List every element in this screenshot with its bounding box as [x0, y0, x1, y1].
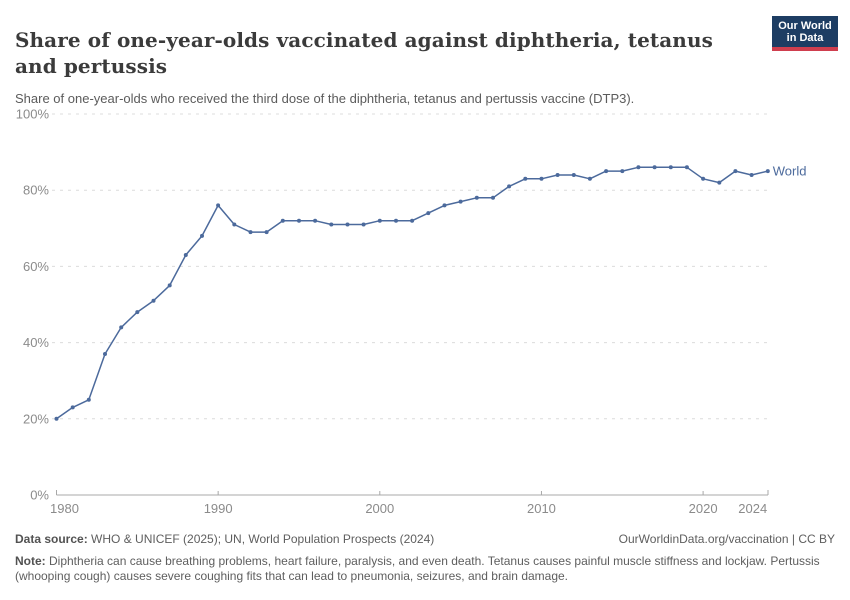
- data-point-2009: [523, 176, 528, 181]
- data-point-1987: [167, 283, 172, 288]
- data-point-2020: [701, 176, 706, 181]
- data-point-1986: [151, 298, 156, 303]
- data-point-2002: [410, 218, 415, 223]
- y-tick-label-20: 20%: [23, 411, 49, 426]
- data-point-1982: [86, 397, 91, 402]
- data-point-2000: [377, 218, 382, 223]
- x-tick-label-2000: 2000: [365, 501, 394, 516]
- x-tick-label-2010: 2010: [527, 501, 556, 516]
- x-tick-label-2024: 2024: [738, 501, 767, 516]
- chart-svg: 0% 20% 40% 60% 80% 100% 1980 1990 2000 2010 2020 20…: [16, 107, 807, 517]
- data-point-1984: [119, 325, 124, 330]
- data-point-1983: [103, 352, 107, 356]
- data-point-1989: [200, 233, 204, 238]
- data-point-1988: [183, 253, 188, 257]
- chart-title: Share of one-year-olds vaccinated agains…: [15, 28, 713, 79]
- owid-logo[interactable]: Our World in Data: [772, 16, 838, 51]
- data-point-1999: [361, 222, 366, 227]
- data-point-1995: [297, 218, 301, 223]
- data-point-1991: [232, 222, 237, 227]
- data-point-2016: [636, 165, 641, 170]
- data-point-1996: [313, 218, 318, 223]
- data-point-2001: [394, 218, 398, 223]
- data-point-2019: [684, 165, 689, 170]
- data-point-1990: [216, 203, 221, 208]
- data-point-2004: [442, 203, 447, 208]
- series-label-world: World: [773, 164, 807, 179]
- y-tick-label-60: 60%: [23, 259, 49, 274]
- data-point-2003: [426, 211, 431, 216]
- data-point-1998: [345, 222, 350, 227]
- data-point-1992: [248, 230, 253, 235]
- data-point-2007: [491, 195, 495, 200]
- data-point-2023: [749, 173, 754, 177]
- data-point-1985: [135, 310, 140, 315]
- note-label: Note:: [15, 553, 46, 568]
- data-point-2005: [458, 199, 463, 204]
- data-point-2012: [571, 173, 576, 177]
- data-point-2024: [765, 169, 770, 174]
- data-point-2017: [652, 165, 657, 170]
- owid-logo-text-line2: in Data: [786, 32, 824, 44]
- chart-area: 0% 20% 40% 60% 80% 100% 1980 1990 2000 2010 2020 20…: [0, 100, 850, 520]
- data-point-2010: [539, 176, 544, 181]
- x-tick-label-1980: 1980: [50, 501, 79, 516]
- data-point-1997: [329, 222, 334, 227]
- owid-logo-text-line1: Our World: [778, 20, 832, 32]
- y-tick-label-80: 80%: [23, 183, 49, 198]
- data-source-label: Data source:: [15, 532, 88, 546]
- data-point-2018: [668, 165, 673, 170]
- data-point-2008: [507, 184, 512, 189]
- data-point-2011: [555, 173, 560, 177]
- y-tick-label-100: 100%: [16, 107, 50, 122]
- data-point-1981: [70, 405, 75, 410]
- y-tick-label-0: 0%: [30, 488, 49, 503]
- y-tick-label-40: 40%: [23, 335, 49, 350]
- x-tick-label-1990: 1990: [204, 501, 233, 516]
- chart-footer: Data source: WHO & UNICEF (2025); UN, Wo…: [15, 532, 835, 585]
- data-point-2014: [604, 169, 609, 174]
- chart-subtitle: Share of one-year-olds who received the …: [15, 91, 635, 106]
- data-point-2015: [620, 169, 625, 174]
- data-point-1994: [280, 218, 285, 223]
- data-source: Data source: WHO & UNICEF (2025); UN, Wo…: [15, 532, 434, 548]
- note-text: Diphtheria can cause breathing problems,…: [15, 553, 820, 584]
- data-point-2021: [717, 180, 722, 185]
- data-point-2006: [474, 195, 479, 200]
- data-point-2013: [587, 176, 592, 181]
- x-tick-label-2020: 2020: [689, 501, 718, 516]
- series-line-world: [56, 166, 768, 420]
- data-source-text: WHO & UNICEF (2025); UN, World Populatio…: [87, 532, 435, 546]
- data-point-1980: [54, 416, 59, 421]
- data-point-2022: [733, 169, 738, 174]
- chart-note: Note: Diphtheria can cause breathing pro…: [15, 554, 837, 585]
- data-point-1993: [264, 230, 269, 235]
- owid-license-link[interactable]: OurWorldinData.org/vaccination | CC BY: [618, 532, 835, 546]
